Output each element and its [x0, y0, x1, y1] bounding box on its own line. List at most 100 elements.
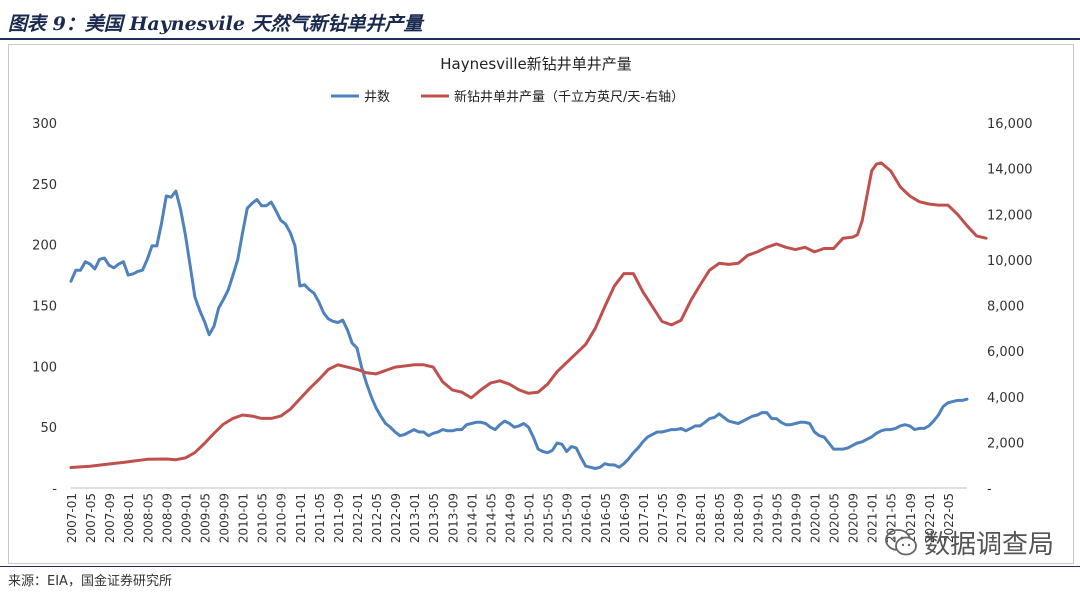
- watermark-text: 数据调查局: [923, 530, 1054, 560]
- data-point-wells: [222, 298, 225, 301]
- data-point-wells: [723, 416, 725, 419]
- data-point-wells: [189, 264, 191, 267]
- data-point-wells: [270, 201, 273, 203]
- data-point-production: [127, 461, 129, 463]
- x-tick-label: 2015-05: [542, 493, 556, 543]
- data-point-production: [108, 463, 110, 465]
- data-point-wells: [432, 432, 435, 435]
- data-point-wells: [103, 257, 106, 259]
- data-point-wells: [456, 428, 458, 431]
- x-tick-label: 2021-09: [904, 493, 918, 543]
- data-point-wells: [594, 467, 597, 470]
- data-point-wells: [194, 296, 196, 298]
- data-point-production: [756, 251, 759, 253]
- data-point-wells: [518, 425, 520, 427]
- y-left-tick-label: 300: [32, 117, 57, 132]
- data-point-production: [232, 417, 234, 420]
- data-point-wells: [484, 422, 487, 425]
- data-point-wells: [384, 422, 387, 425]
- data-point-wells: [237, 258, 239, 261]
- data-point-wells: [217, 307, 220, 309]
- data-point-wells: [122, 260, 125, 263]
- data-point-production: [794, 248, 797, 251]
- data-point-wells: [241, 231, 244, 234]
- data-point-production: [708, 269, 711, 271]
- source-note: 来源：EIA，国金证券研究所: [8, 574, 172, 589]
- data-point-production: [499, 380, 501, 382]
- data-point-production: [308, 388, 311, 390]
- data-point-production: [613, 285, 616, 287]
- x-tick-label: 2011-05: [313, 493, 327, 543]
- y-right-tick-label: 8,000: [987, 300, 1024, 315]
- data-point-wells: [947, 402, 949, 404]
- data-point-production: [203, 442, 206, 445]
- data-point-wells: [799, 421, 801, 424]
- data-point-production: [727, 263, 730, 266]
- data-point-wells: [341, 319, 344, 321]
- data-point-wells: [198, 309, 201, 312]
- data-point-wells: [937, 414, 940, 416]
- x-tick-label: 2013-05: [427, 493, 441, 543]
- data-point-wells: [832, 448, 835, 450]
- data-point-production: [880, 162, 882, 164]
- data-point-wells: [632, 451, 635, 454]
- data-point-wells: [446, 430, 449, 432]
- data-point-wells: [599, 466, 601, 469]
- data-point-wells: [928, 425, 930, 427]
- data-point-wells: [332, 320, 334, 323]
- x-tick-label: 2014-05: [484, 493, 498, 543]
- x-tick-label: 2012-05: [370, 493, 384, 543]
- data-point-production: [184, 457, 187, 459]
- data-point-production: [356, 368, 358, 371]
- data-point-production: [937, 204, 940, 206]
- y-left-tick-label: 200: [32, 239, 57, 254]
- data-point-production: [909, 195, 911, 197]
- x-tick-label: 2008-01: [122, 493, 136, 543]
- data-point-wells: [842, 448, 844, 450]
- data-point-wells: [651, 433, 654, 436]
- x-tick-label: 2010-09: [275, 493, 289, 543]
- data-point-production: [270, 417, 273, 420]
- x-tick-label: 2009-05: [198, 493, 212, 543]
- data-point-wells: [742, 420, 744, 422]
- axes: - 50 100 150 200 250 300 - 2,000 4,000 6,000 8,000 1…: [32, 117, 1032, 543]
- chart-svg: Haynesville新钻井单井产量 井数 新钻井单井产量（千立方英尺/天-右轴…: [32, 55, 1032, 543]
- data-point-wells: [708, 417, 711, 420]
- data-point-wells: [380, 415, 382, 418]
- data-point-production: [441, 381, 444, 383]
- data-point-wells: [713, 416, 716, 419]
- data-point-wells: [89, 263, 91, 265]
- y-right-tick-label: 4,000: [987, 391, 1024, 406]
- data-point-wells: [818, 434, 821, 437]
- data-point-wells: [508, 422, 511, 425]
- data-point-production: [584, 343, 587, 346]
- data-point-wells: [375, 406, 377, 409]
- data-point-production: [842, 237, 844, 239]
- x-tick-label: 2017-01: [637, 493, 651, 543]
- data-point-wells: [756, 414, 759, 416]
- x-tick-label: 2009-01: [179, 493, 193, 543]
- data-point-wells: [165, 195, 168, 197]
- data-point-production: [594, 327, 597, 330]
- data-point-wells: [113, 267, 115, 269]
- data-point-wells: [265, 204, 268, 207]
- data-point-production: [956, 213, 959, 216]
- data-point-wells: [899, 425, 902, 427]
- x-tick-label: 2014-09: [503, 493, 517, 543]
- data-point-production: [680, 319, 682, 322]
- data-point-wells: [589, 466, 592, 469]
- data-point-wells: [427, 434, 430, 437]
- data-point-wells: [513, 426, 515, 429]
- data-point-production: [651, 305, 654, 308]
- data-point-production: [327, 368, 330, 371]
- data-point-wells: [623, 462, 625, 465]
- data-point-wells: [808, 422, 811, 425]
- data-point-wells: [303, 284, 306, 286]
- data-point-production: [804, 246, 806, 249]
- data-point-production: [251, 415, 253, 417]
- data-point-production: [146, 458, 149, 461]
- data-point-wells: [751, 415, 754, 418]
- data-point-production: [856, 234, 859, 236]
- x-tick-label: 2020-01: [808, 493, 822, 543]
- data-point-production: [432, 366, 435, 368]
